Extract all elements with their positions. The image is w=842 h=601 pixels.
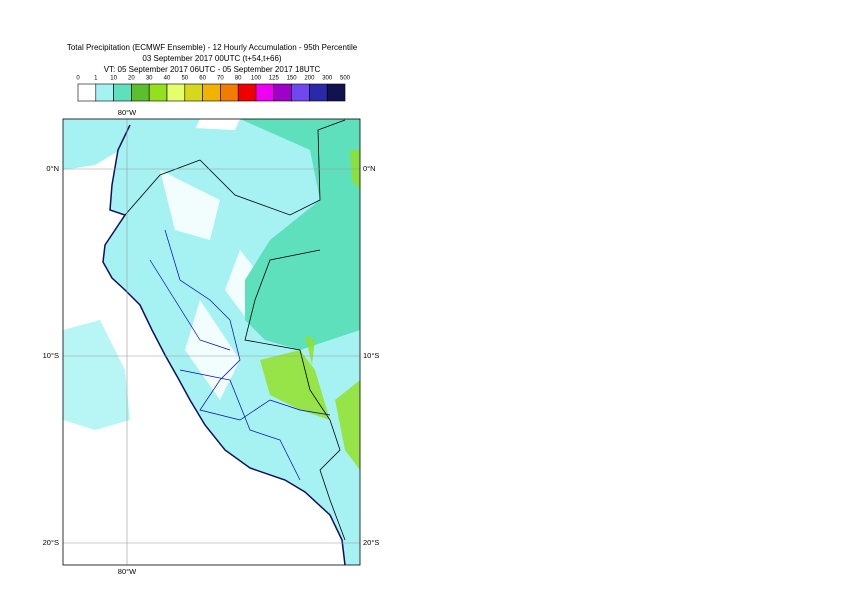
lat-label: 20°S: [43, 538, 59, 547]
legend: 0 1 10 20 30 40 50 60 70 80 100 125 150 200 300 500: [76, 76, 351, 102]
region-border: [149, 229, 331, 481]
legend-label: 150: [287, 76, 298, 82]
legend-swatch: [220, 83, 239, 102]
legend-swatch: [166, 83, 186, 102]
legend-swatch: [77, 83, 97, 102]
coastline: [102, 124, 346, 565]
legend-swatch: [273, 83, 292, 102]
legend-label: 300: [322, 76, 333, 82]
legend-swatch: [326, 83, 346, 102]
legend-label: 30: [146, 76, 153, 82]
valid-time: VT: 05 September 2017 06UTC - 05 Septemb…: [104, 65, 321, 74]
legend-label: 125: [269, 76, 280, 82]
legend-label: 1: [94, 76, 98, 82]
lat-label: 0°N: [363, 164, 376, 173]
moderate-precip: [240, 119, 360, 350]
lon-label: 80°W: [118, 567, 137, 576]
legend-label: 500: [340, 76, 351, 82]
legend-swatch: [291, 83, 310, 102]
map-frame: [62, 118, 361, 566]
heavy-precip: [260, 150, 360, 470]
lat-label: 0°N: [46, 164, 59, 173]
legend-label: 70: [217, 76, 224, 82]
legend-label: 20: [128, 76, 135, 82]
legend-swatch: [95, 83, 114, 102]
legend-label: 0: [76, 76, 80, 82]
legend-label: 80: [235, 76, 242, 82]
lat-label: 10°S: [43, 351, 59, 360]
lon-label: 80°W: [118, 108, 137, 117]
legend-swatch: [131, 83, 150, 102]
legend-swatch: [113, 83, 132, 102]
base-time: 03 September 2017 00UTC (t+54,t+66): [142, 54, 282, 63]
legend-label: 10: [110, 76, 117, 82]
legend-swatch: [237, 83, 257, 102]
legend-swatch: [148, 83, 168, 102]
legend-label: 50: [181, 76, 188, 82]
legend-label: 200: [304, 76, 315, 82]
map: [63, 119, 360, 565]
ocean-precip: [63, 320, 130, 430]
legend-swatch: [184, 83, 203, 102]
title: Total Precipitation (ECMWF Ensemble) - 1…: [67, 43, 358, 52]
lat-label: 10°S: [363, 351, 379, 360]
legend-label: 100: [251, 76, 262, 82]
legend-label: 60: [199, 76, 206, 82]
dry-area: [160, 170, 280, 400]
lat-label: 20°S: [363, 538, 379, 547]
legend-label: 40: [164, 76, 171, 82]
legend-swatch: [255, 83, 275, 102]
legend-swatch: [202, 83, 221, 102]
country-border: [124, 119, 346, 541]
legend-swatch: [309, 83, 328, 102]
